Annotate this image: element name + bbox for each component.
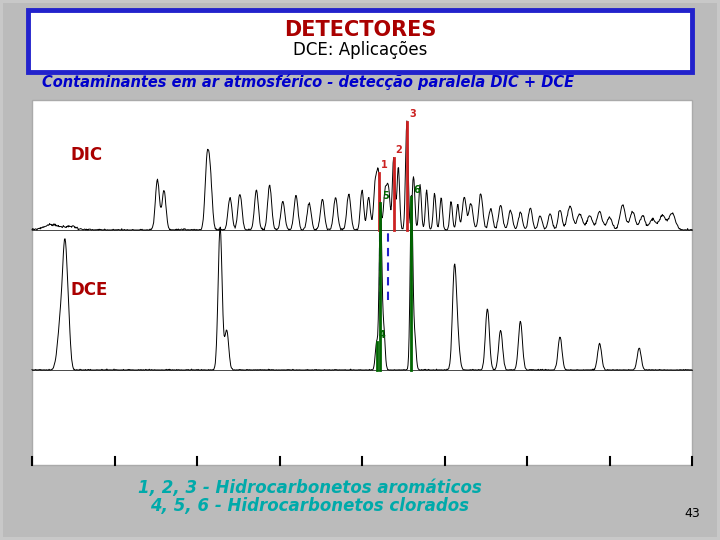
Text: 3: 3 <box>409 109 415 119</box>
Text: Contaminantes em ar atmosférico - detecção paralela DIC + DCE: Contaminantes em ar atmosférico - detecç… <box>42 74 574 90</box>
Text: 5: 5 <box>382 191 390 201</box>
Text: 6: 6 <box>413 185 420 194</box>
Text: DETECTORES: DETECTORES <box>284 20 436 40</box>
Text: 1, 2, 3 - Hidrocarbonetos aromáticos: 1, 2, 3 - Hidrocarbonetos aromáticos <box>138 479 482 497</box>
Text: 43: 43 <box>684 507 700 520</box>
Text: 2: 2 <box>396 145 402 154</box>
FancyBboxPatch shape <box>28 10 692 72</box>
Text: DIC: DIC <box>70 146 102 164</box>
Text: DCE: DCE <box>70 281 107 299</box>
Text: 1: 1 <box>380 160 387 170</box>
Bar <box>32 100 692 465</box>
Text: 4: 4 <box>379 329 385 340</box>
Text: DCE: Aplicações: DCE: Aplicações <box>293 41 427 59</box>
Text: 4, 5, 6 - Hidrocarbonetos clorados: 4, 5, 6 - Hidrocarbonetos clorados <box>150 497 469 515</box>
